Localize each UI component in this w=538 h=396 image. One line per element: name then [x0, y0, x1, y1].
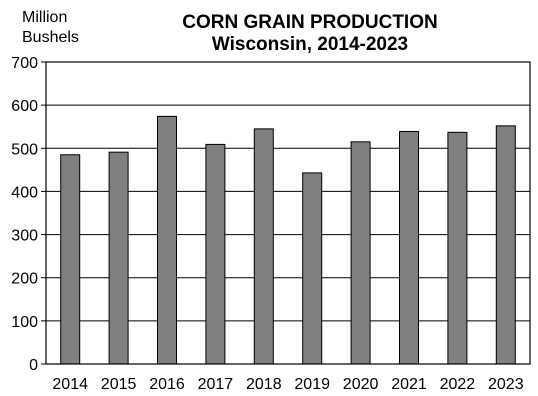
x-tick-label: 2017 — [198, 376, 234, 393]
y-tick-label: 300 — [11, 228, 38, 245]
bar-2019 — [302, 172, 323, 365]
y-tick-label: 200 — [11, 271, 38, 288]
y-tick-label: 500 — [11, 141, 38, 158]
x-tick-label: 2016 — [149, 376, 185, 393]
x-tick-label: 2020 — [343, 376, 379, 393]
plot-frame — [45, 61, 531, 365]
chart-subtitle: Wisconsin, 2014-2023 — [211, 34, 409, 55]
y-axis-label-line2: Bushels — [22, 29, 79, 46]
y-tick-label: 600 — [11, 98, 38, 115]
bar-2017 — [205, 143, 226, 365]
bar-2023 — [495, 125, 516, 365]
x-tick-label: 2021 — [391, 376, 427, 393]
bar-2015 — [108, 151, 129, 365]
x-tick-label: 2018 — [246, 376, 282, 393]
y-tick-label: 0 — [29, 357, 38, 374]
x-tick-label: 2023 — [488, 376, 524, 393]
chart-title: CORN GRAIN PRODUCTION — [182, 12, 438, 33]
bar-2018 — [253, 128, 274, 365]
bar-2016 — [157, 115, 177, 365]
x-tick-label: 2019 — [294, 376, 330, 393]
x-tick-label: 2015 — [101, 376, 137, 393]
bar-2020 — [350, 141, 371, 365]
y-tick-label: 700 — [11, 55, 38, 72]
y-tick-label: 100 — [11, 314, 38, 331]
bar-2014 — [60, 154, 81, 365]
bar-2022 — [447, 131, 468, 365]
y-axis-label-line1: Million — [22, 9, 68, 26]
y-tick-label: 400 — [11, 184, 38, 201]
x-tick-label: 2014 — [52, 376, 88, 393]
bar-2021 — [399, 130, 419, 365]
x-tick-label: 2022 — [440, 376, 476, 393]
